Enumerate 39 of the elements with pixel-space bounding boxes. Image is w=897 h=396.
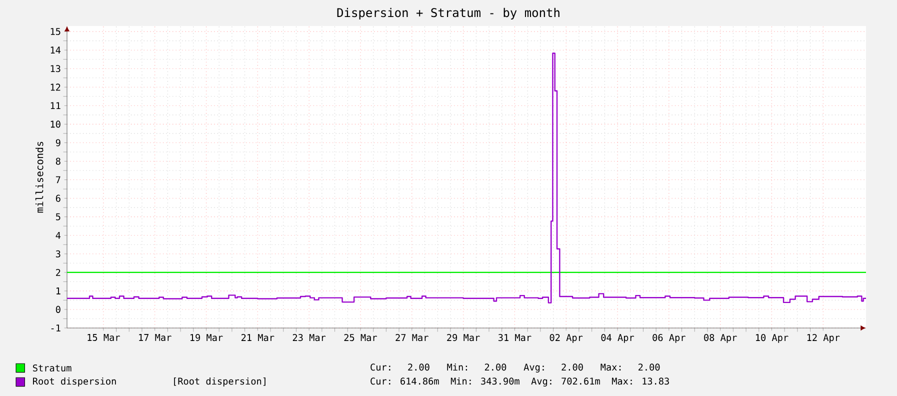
y-tick-label: 2 xyxy=(56,268,60,276)
x-tick-label: 27 Mar xyxy=(396,334,428,342)
text: Cur: 614.86m Min: 343.90m Avg: 702.61m Max: 13.83 xyxy=(370,377,669,387)
text: Cur: 2.00 Min: 2.00 Avg: 2.00 Max: 2.00 xyxy=(370,363,660,373)
y-tick-label: 11 xyxy=(50,102,60,110)
y-tick-label: 1 xyxy=(56,288,60,294)
x-tick-label: 17 Mar xyxy=(139,334,172,341)
legend-label: Root dispersion xyxy=(33,377,116,387)
y-tick-label: 14 xyxy=(50,46,61,54)
text: [Root dispersion] xyxy=(174,377,266,387)
x-tick-label: 10 Apr xyxy=(756,334,788,343)
y-tick-label: 6 xyxy=(56,194,60,202)
x-tick-label: 08 Apr xyxy=(704,334,737,343)
x-tick-label: 31 Mar xyxy=(498,334,532,342)
y-tick-label: -1 xyxy=(51,324,60,332)
y-tick-label: 9 xyxy=(56,139,60,146)
legend-label: Stratum xyxy=(33,364,72,372)
chart-title: Dispersion + Stratum - by month xyxy=(337,8,560,20)
y-tick-label: 8 xyxy=(56,158,60,165)
x-tick-label: 04 Apr xyxy=(601,334,634,343)
y-tick-label: 15 xyxy=(50,28,60,36)
x-tick-label: 29 Mar xyxy=(447,334,480,342)
y-tick-label: 5 xyxy=(56,213,60,220)
x-tick-label: 23 Mar xyxy=(292,334,326,342)
y-tick-label: 12 xyxy=(50,84,60,91)
x-tick-label: 15 Mar xyxy=(88,334,120,341)
x-tick-label: 06 Apr xyxy=(652,334,686,343)
x-tick-label: 12 Apr xyxy=(807,334,840,343)
x-tick-label: 02 Apr xyxy=(550,334,583,343)
y-axis-title: milliseconds xyxy=(35,142,44,213)
y-tick-label: 10 xyxy=(50,120,60,128)
y-tick-label: 3 xyxy=(56,250,60,258)
y-tick-label: 7 xyxy=(56,176,60,184)
x-tick-label: 19 Mar xyxy=(190,334,223,342)
x-tick-label: 21 Mar xyxy=(241,334,274,342)
y-tick-label: 13 xyxy=(50,65,60,72)
y-tick-label: 0 xyxy=(56,306,60,313)
y-tick-label: 4 xyxy=(56,232,61,239)
x-tick-label: 25 Mar xyxy=(344,334,377,342)
